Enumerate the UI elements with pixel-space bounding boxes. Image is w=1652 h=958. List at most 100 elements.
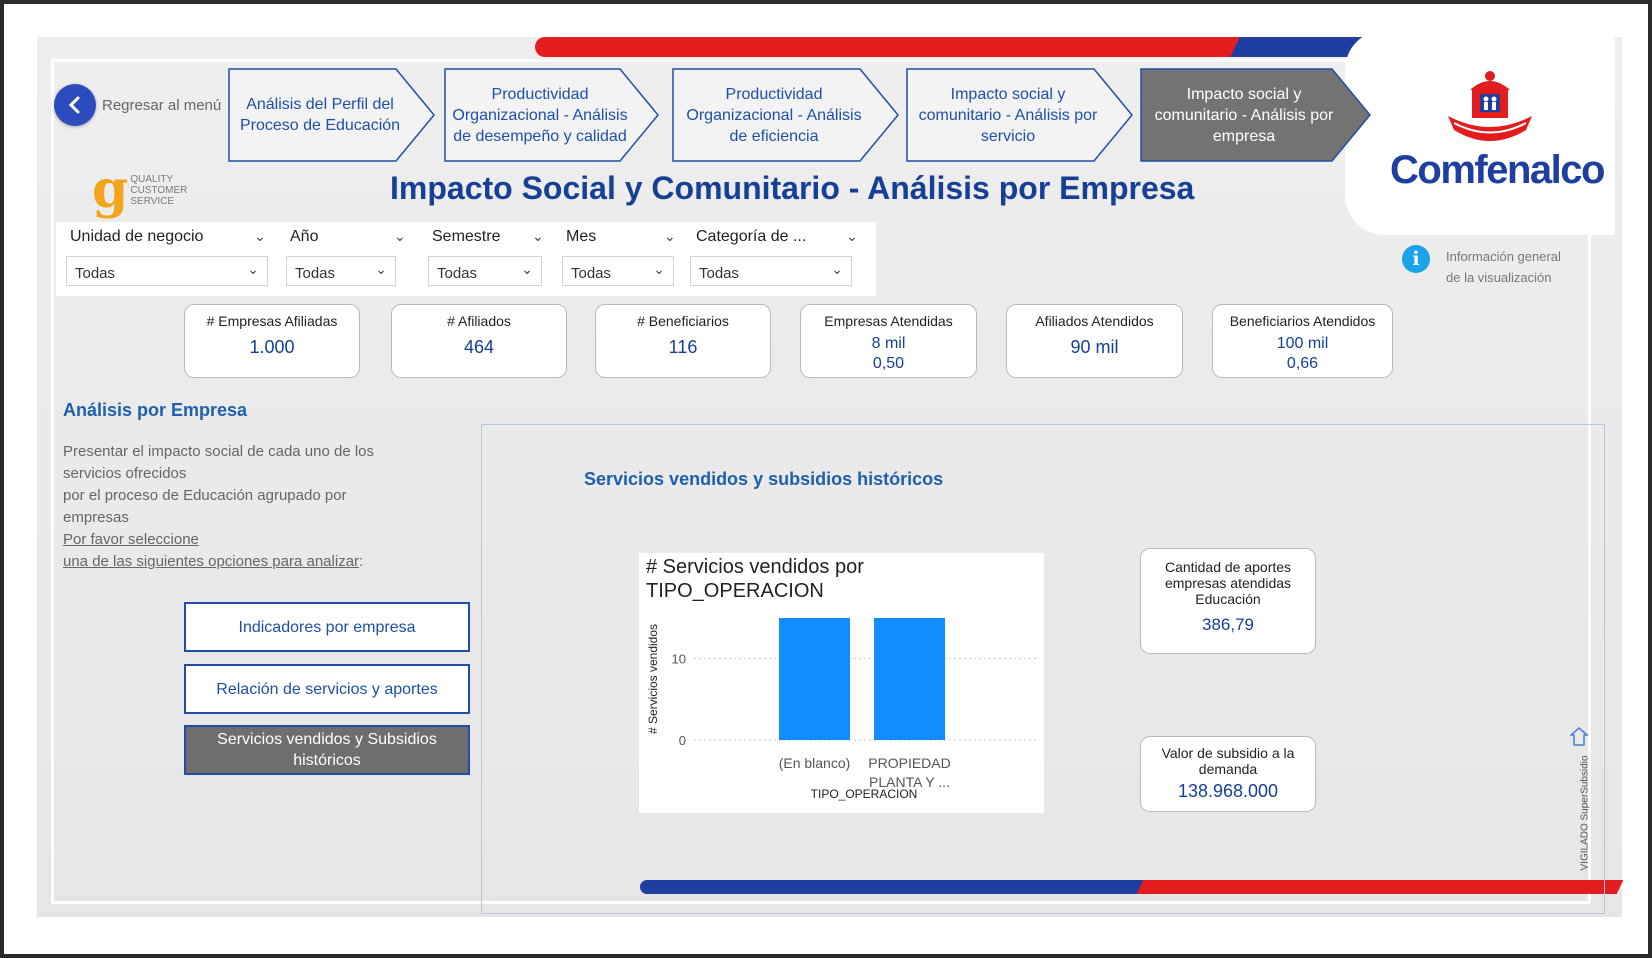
kpi-label: # Empresas Afiliadas <box>206 313 338 329</box>
filter-select[interactable]: Todas ⌄ <box>562 256 674 286</box>
x-tick-label: PROPIEDAD <box>868 755 950 771</box>
nav-tab-perfil[interactable]: Análisis del Perfil del Proceso de Educa… <box>228 68 436 162</box>
brand-name: Comfenalco <box>1390 148 1605 192</box>
filter-value: Todas <box>437 265 478 282</box>
supersubsidio-icon <box>1570 727 1588 746</box>
nav-tab-desempeno[interactable]: Productividad Organizacional - Análisis … <box>444 68 660 162</box>
vigilado-text: VIGILADO SuperSubsidio <box>1579 755 1591 871</box>
filter-select[interactable]: Todas ⌄ <box>428 256 542 286</box>
info-text[interactable]: Información general de la visualización <box>1446 246 1561 288</box>
chevron-left-icon <box>54 84 96 126</box>
filter-value: Todas <box>75 265 116 282</box>
y-tick-label: 10 <box>672 652 686 667</box>
desc-colon: : <box>359 553 364 570</box>
back-label: Regresar al menú <box>102 96 222 114</box>
panel-title: Servicios vendidos y subsidios histórico… <box>584 469 944 489</box>
nav-tab-label: Análisis del Perfil del Proceso de Educa… <box>239 96 401 134</box>
kpi-label: # Afiliados <box>447 313 511 329</box>
chevron-down-icon[interactable]: ⌄ <box>254 228 266 244</box>
bar-chart: 0 10 (En blanco) PROPIEDAD PLANTA Y ... TIPO_… <box>639 553 1044 813</box>
vigilado-label: VIGILADO SuperSubsidio <box>1570 730 1591 880</box>
desc-link: una de las siguientes opciones para anal… <box>63 553 360 570</box>
filter-label: Unidad de negocio <box>70 228 204 245</box>
kpi-afiliados: # Afiliados 464 <box>391 304 567 378</box>
kpi-value: 100 mil <box>1276 335 1329 352</box>
desc-line: empresas <box>63 509 129 526</box>
y-tick-label: 0 <box>679 733 686 748</box>
kpi-value-secondary: 0,50 <box>872 355 905 372</box>
quality-logo-mark: g <box>92 159 129 220</box>
content-panel <box>481 424 1605 914</box>
desc-line: servicios ofrecidos <box>63 465 187 482</box>
indicadores-por-empresa-button[interactable]: Indicadores por empresa <box>184 602 470 652</box>
quality-logo-line: CUSTOMER <box>130 184 188 196</box>
bar <box>779 618 850 740</box>
chevron-down-icon[interactable]: ⌄ <box>532 228 544 244</box>
filter-value: Todas <box>571 265 612 282</box>
chevron-down-icon: ⌄ <box>521 261 533 277</box>
servicios-vendidos-subsidios-button[interactable]: Servicios vendidos y Subsidios histórico… <box>184 725 470 775</box>
kpi-value-secondary: 0,66 <box>1286 355 1319 372</box>
filter-label: Año <box>290 228 319 245</box>
desc-line: por el proceso de Educación agrupado por <box>63 487 347 504</box>
nav-tab-label: Productividad Organizacional - Análisis … <box>452 85 628 145</box>
y-axis-label: # Servicios vendidos <box>646 624 660 734</box>
bar-chart-svg: 0 10 (En blanco) PROPIEDAD PLANTA Y ...TIPO_… <box>646 618 1039 801</box>
kpi-value: 1.000 <box>249 337 295 357</box>
kpi-value: 116 <box>668 337 698 357</box>
chevron-down-icon: ⌄ <box>247 261 259 277</box>
kpi-empresas-atendidas: Empresas Atendidas 8 mil 0,50 <box>800 304 977 378</box>
filter-label: Categoría de ... <box>696 228 807 245</box>
bar <box>874 618 945 740</box>
section-title: Análisis por Empresa <box>63 400 248 420</box>
chevron-down-icon: ⌄ <box>375 261 387 277</box>
chevron-down-icon: ⌄ <box>831 261 843 277</box>
top-color-bar <box>535 37 1455 57</box>
kpi-label: Empresas Atendidas <box>824 313 953 329</box>
kpi-empresas-afiliadas: # Empresas Afiliadas 1.000 <box>184 304 360 378</box>
filter-select[interactable]: Todas ⌄ <box>286 256 396 286</box>
kpi-value: 90 mil <box>1070 337 1119 357</box>
quality-logo-line: QUALITY <box>130 173 174 185</box>
card-label: Cantidad de aportes empresas atendidas E… <box>1164 559 1292 607</box>
desc-link: Por favor seleccione <box>63 531 199 548</box>
filter-label: Mes <box>566 228 597 245</box>
back-to-menu-button[interactable]: Regresar al menú <box>54 84 221 126</box>
nav-tab-eficiencia[interactable]: Productividad Organizacional - Análisis … <box>672 68 900 162</box>
card-value: 386,79 <box>1202 615 1254 634</box>
info-line: de la visualización <box>1446 270 1552 285</box>
x-tick-label: (En blanco) <box>779 755 851 771</box>
x-axis-label: TIPO_OPERACION <box>811 787 918 801</box>
chart-title: # Servicios vendidos por TIPO_OPERACION <box>646 556 864 602</box>
relacion-servicios-aportes-button[interactable]: Relación de servicios y aportes <box>184 664 470 714</box>
info-icon[interactable]: i <box>1402 245 1430 273</box>
desc-line: Presentar el impacto social de cada uno … <box>63 443 375 460</box>
kpi-beneficiarios-atendidos: Beneficiarios Atendidos 100 mil 0,66 <box>1212 304 1393 378</box>
chevron-down-icon: ⌄ <box>653 261 665 277</box>
comfenalco-emblem-icon <box>1448 71 1532 141</box>
quality-customer-service-logo: g QUALITY CUSTOMER SERVICE <box>92 159 188 220</box>
filter-bar: Unidad de negocio ⌄ Todas ⌄ Año ⌄ Todas ⌄ … <box>56 222 876 296</box>
filter-select[interactable]: Todas ⌄ <box>66 256 268 286</box>
nav-tab-empresa[interactable]: Impacto social y comunitario - Análisis … <box>1140 68 1372 162</box>
kpi-label: Beneficiarios Atendidos <box>1229 313 1376 329</box>
chevron-down-icon[interactable]: ⌄ <box>664 228 676 244</box>
kpi-afiliados-atendidos: Afiliados Atendidos 90 mil <box>1006 304 1183 378</box>
kpi-value: 464 <box>463 337 495 357</box>
quality-logo-line: SERVICE <box>130 195 175 207</box>
nav-tab-servicio[interactable]: Impacto social y comunitario - Análisis … <box>906 68 1134 162</box>
nav-tab-label: Impacto social y comunitario - Análisis … <box>1154 85 1334 145</box>
filter-value: Todas <box>295 265 336 282</box>
aportes-card: Cantidad de aportes empresas atendidas E… <box>1140 548 1316 654</box>
subsidio-card: Valor de subsidio a la demanda 138.968.0… <box>1140 736 1316 812</box>
chevron-down-icon[interactable]: ⌄ <box>846 228 858 244</box>
kpi-beneficiarios: # Beneficiarios 116 <box>595 304 771 378</box>
card-value: 138.968.000 <box>1177 781 1279 801</box>
x-tick-label: PLANTA Y ... <box>869 774 950 790</box>
chevron-down-icon[interactable]: ⌄ <box>394 228 406 244</box>
filter-select[interactable]: Todas ⌄ <box>690 256 852 286</box>
page-title: Impacto Social y Comunitario - Análisis … <box>390 170 1195 206</box>
kpi-label: # Beneficiarios <box>637 313 729 329</box>
info-line: Información general <box>1446 249 1561 264</box>
nav-tab-label: Impacto social y comunitario - Análisis … <box>918 85 1098 145</box>
